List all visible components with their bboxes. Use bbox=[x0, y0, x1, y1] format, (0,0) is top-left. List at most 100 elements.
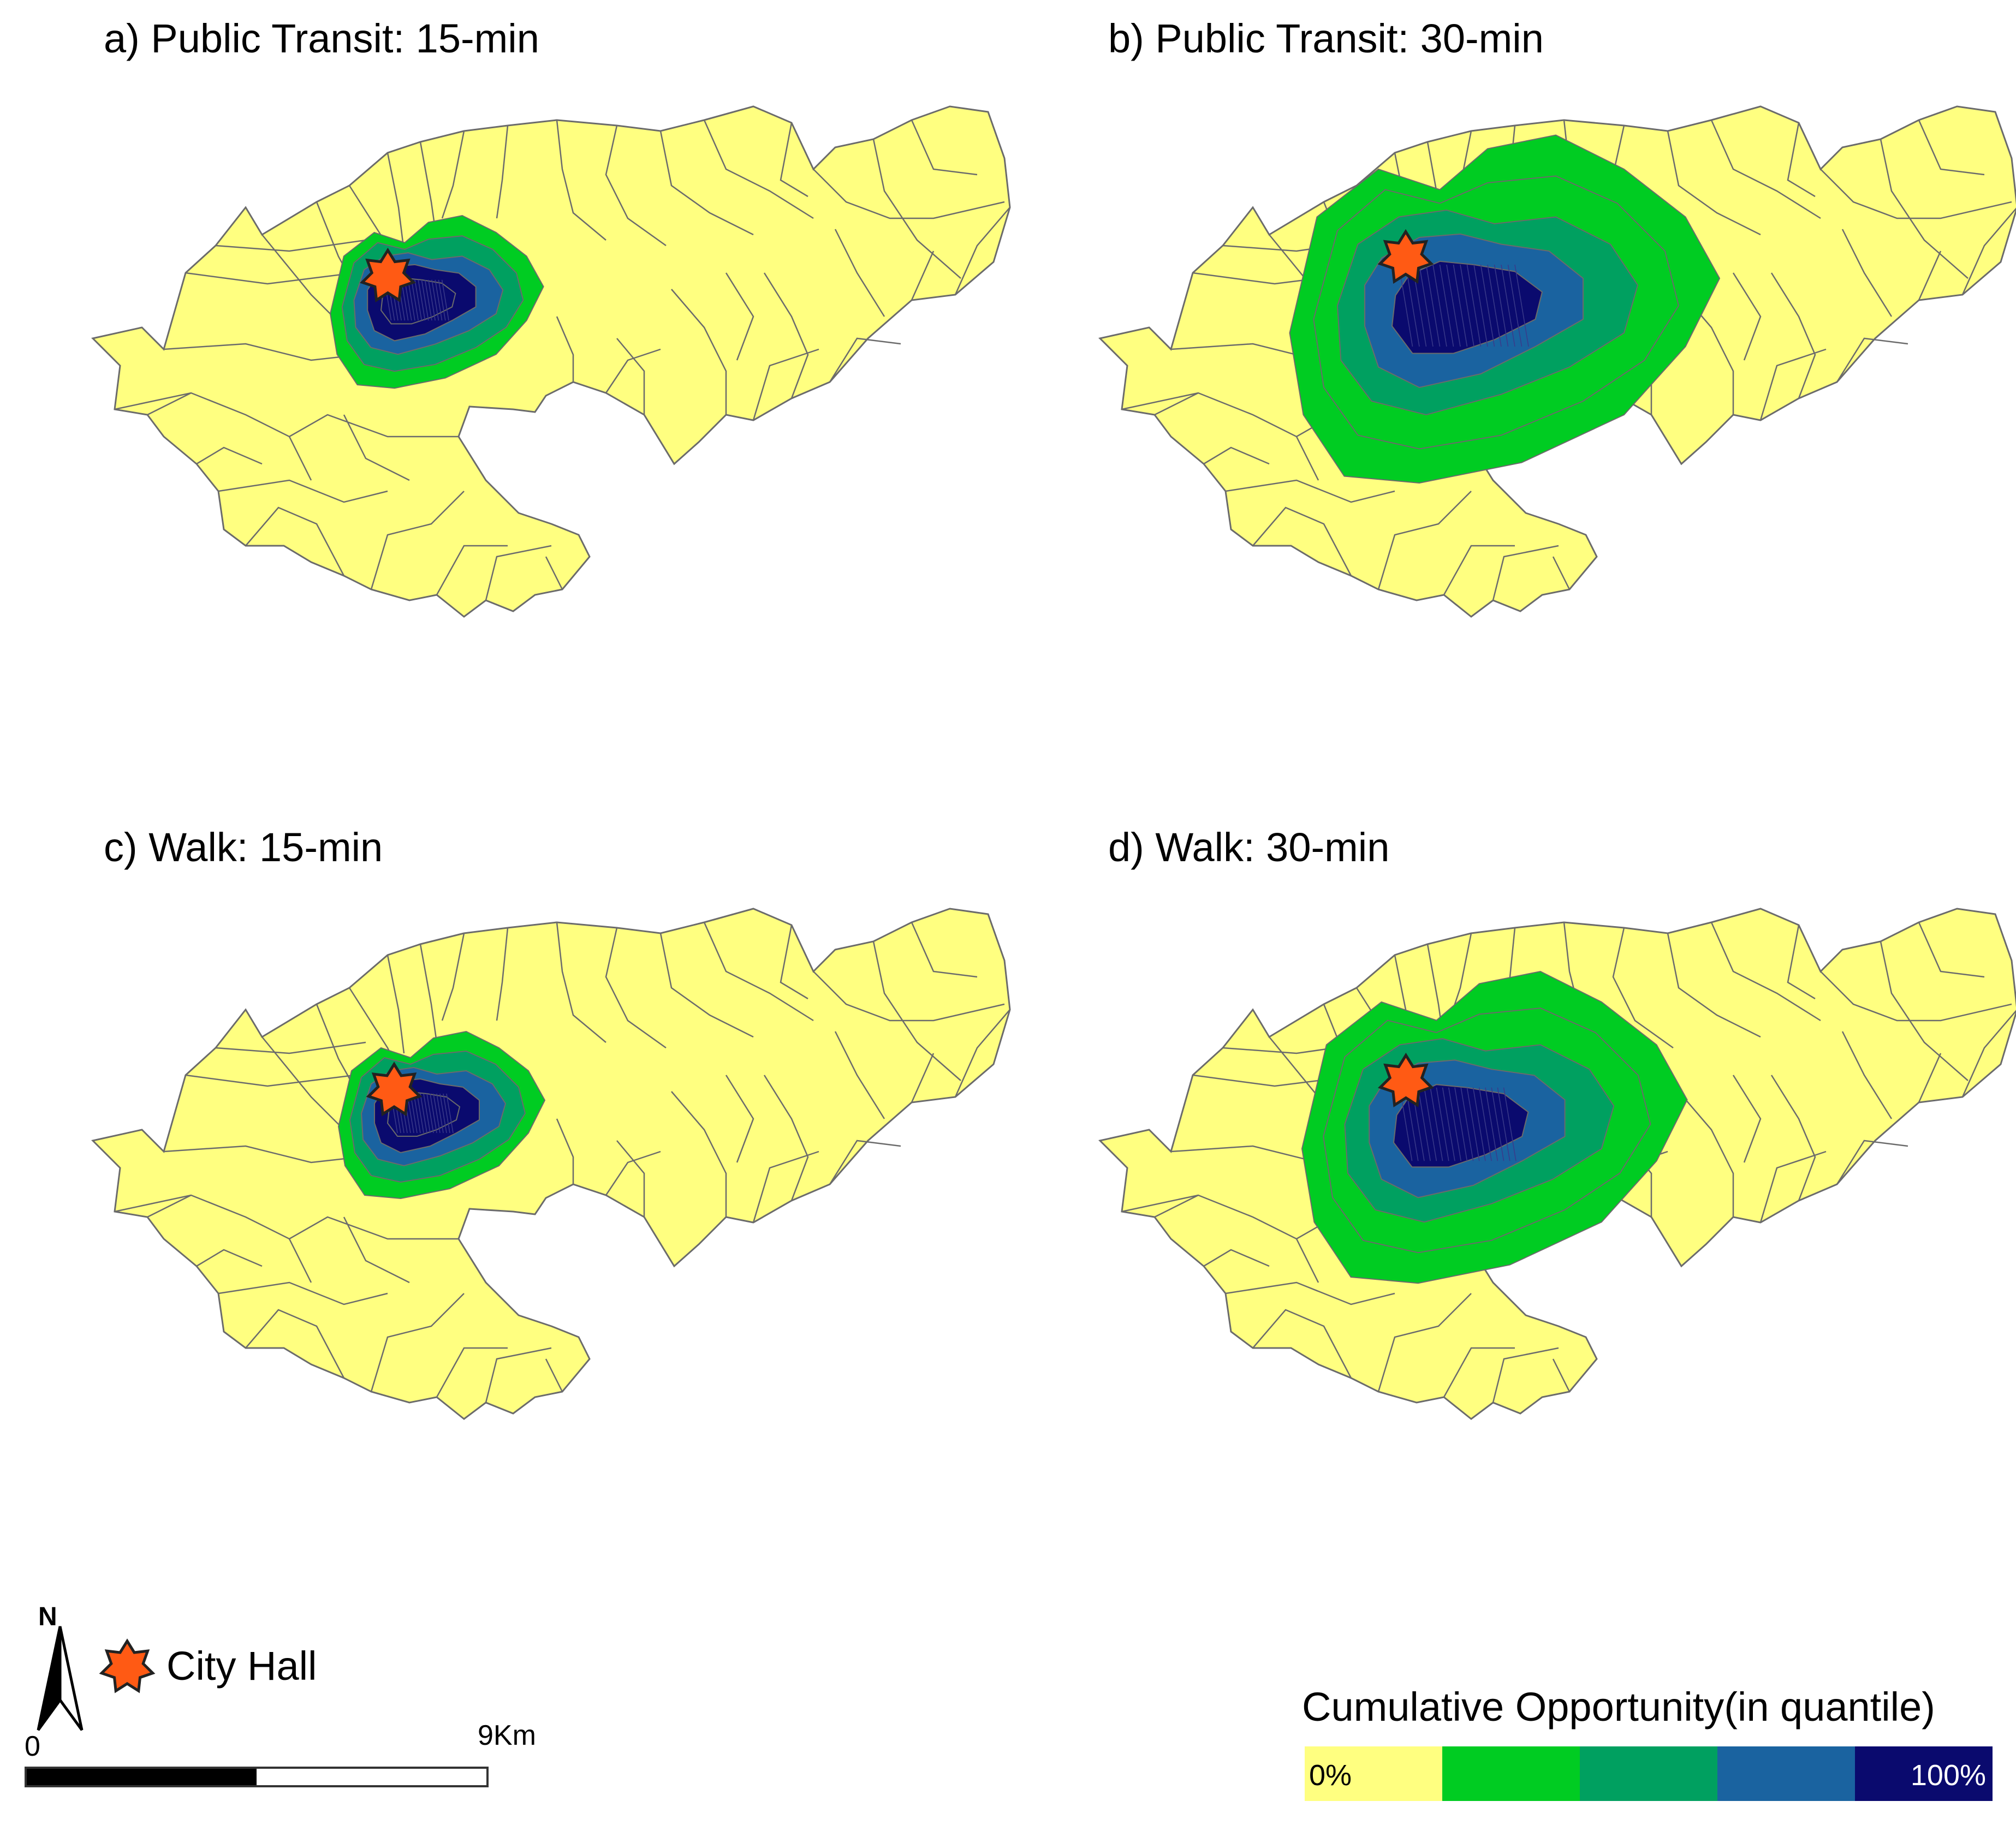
scale-bar-white-segment bbox=[257, 1769, 486, 1785]
zone-boundary bbox=[813, 169, 1005, 219]
zone-boundary bbox=[441, 933, 465, 1021]
zone-boundary bbox=[1710, 120, 1821, 219]
zone-boundary bbox=[1918, 922, 1985, 978]
city-hall-label: City Hall bbox=[166, 1643, 317, 1689]
zone-boundary bbox=[1836, 1140, 1908, 1185]
panel-title-b: b) Public Transit: 30-min bbox=[1108, 16, 1544, 61]
zone-boundary bbox=[386, 152, 405, 252]
zone-boundary bbox=[1667, 130, 1761, 236]
zone-boundary bbox=[911, 251, 935, 301]
zone-boundary bbox=[1419, 264, 1434, 347]
zone-boundary bbox=[616, 338, 645, 415]
zone-boundary bbox=[1612, 927, 1674, 1049]
zone-boundary bbox=[418, 279, 426, 321]
zone-boundary bbox=[1710, 922, 1821, 1022]
zone-boundary bbox=[872, 941, 961, 1081]
zone-boundary bbox=[1443, 545, 1515, 595]
zone-boundary bbox=[1443, 1347, 1515, 1398]
zone-boundary bbox=[1425, 264, 1441, 347]
map-b bbox=[1098, 105, 2016, 618]
zone-boundary bbox=[1841, 229, 1893, 317]
zone-boundary bbox=[1460, 1087, 1474, 1161]
zone-boundary bbox=[659, 130, 754, 236]
zone-boundary bbox=[556, 120, 606, 241]
colorbar-swatch-3 bbox=[1580, 1746, 1717, 1801]
zone-boundary bbox=[1424, 1087, 1437, 1161]
zone-boundary bbox=[245, 1309, 345, 1379]
zone-boundary bbox=[446, 1093, 454, 1134]
zone-boundary bbox=[417, 1093, 424, 1134]
zone-boundary bbox=[1918, 1053, 1942, 1103]
panel-title-c: c) Walk: 15-min bbox=[104, 825, 383, 870]
zone-boundary bbox=[545, 556, 563, 590]
zone-boundary bbox=[1492, 1347, 1559, 1403]
zone-boundary bbox=[725, 272, 754, 361]
colorbar-swatch-5: 100% bbox=[1855, 1746, 1993, 1801]
zone-boundary bbox=[1439, 264, 1454, 347]
zone-boundary bbox=[780, 925, 808, 1000]
zone-boundary bbox=[147, 392, 192, 416]
zone-boundary bbox=[1759, 1150, 1827, 1223]
zone-boundary bbox=[485, 545, 552, 601]
zone-boundary bbox=[218, 479, 388, 503]
zone-boundary bbox=[1678, 1091, 1734, 1217]
zone-boundary bbox=[954, 207, 1010, 295]
zone-boundary bbox=[428, 279, 436, 321]
zone-boundary bbox=[218, 1281, 388, 1305]
zone-boundary bbox=[752, 1150, 819, 1223]
zone-boundary bbox=[616, 1140, 645, 1217]
zone-boundary bbox=[1491, 1087, 1504, 1161]
zone-boundary bbox=[436, 1347, 508, 1398]
zone-boundary bbox=[1203, 446, 1270, 465]
zone-boundary bbox=[1436, 1087, 1449, 1161]
zone-boundary bbox=[659, 933, 754, 1038]
zone-boundary bbox=[1770, 272, 1816, 399]
zone-boundary bbox=[1446, 264, 1461, 347]
zone-boundary bbox=[404, 279, 412, 321]
colorbar-low-label: 0% bbox=[1309, 1759, 1352, 1792]
zone-boundary bbox=[1453, 264, 1468, 347]
colorbar-title: Cumulative Opportunity(in quantile) bbox=[1302, 1684, 1935, 1729]
panel-title-a: a) Public Transit: 15-min bbox=[104, 16, 539, 61]
zone-boundary bbox=[370, 491, 465, 590]
zone-boundary bbox=[443, 1093, 450, 1134]
zone-boundary bbox=[1492, 545, 1559, 601]
zone-boundary bbox=[813, 971, 1005, 1022]
zone-boundary bbox=[343, 1216, 410, 1284]
zone-boundary bbox=[424, 279, 432, 321]
zone-boundary bbox=[1503, 1087, 1517, 1161]
zone-boundary bbox=[780, 122, 808, 198]
zone-boundary bbox=[1787, 122, 1816, 198]
zone-boundary bbox=[1836, 337, 1908, 383]
zone-boundary bbox=[703, 922, 814, 1022]
scale-bar-black-segment bbox=[27, 1769, 257, 1785]
zone-boundary bbox=[1466, 264, 1482, 347]
zone-boundary bbox=[1480, 264, 1495, 347]
zone-boundary bbox=[1507, 264, 1523, 347]
zone-boundary bbox=[1497, 1087, 1510, 1161]
zone-boundary bbox=[911, 1053, 935, 1103]
zone-boundary bbox=[411, 279, 419, 321]
zone-boundary bbox=[288, 436, 312, 481]
zone-boundary bbox=[1918, 120, 1985, 176]
zone-boundary bbox=[420, 1093, 427, 1134]
city-hall-star-icon bbox=[1377, 1052, 1434, 1108]
zone-boundary bbox=[433, 1093, 441, 1134]
zone-boundary bbox=[1252, 506, 1352, 576]
zone-boundary bbox=[1841, 1031, 1893, 1119]
zone-boundary bbox=[1479, 1087, 1492, 1161]
zone-boundary bbox=[436, 1093, 444, 1134]
zone-boundary bbox=[1961, 1010, 2016, 1098]
zone-boundary bbox=[1732, 1075, 1762, 1163]
zone-boundary bbox=[1485, 1087, 1498, 1161]
zone-boundary bbox=[496, 927, 509, 1021]
colorbar-swatch-1: 0% bbox=[1305, 1746, 1442, 1801]
zone-boundary bbox=[1377, 491, 1472, 590]
zone-boundary bbox=[1295, 436, 1319, 481]
north-label: N bbox=[38, 1602, 57, 1631]
map-c bbox=[91, 908, 1011, 1420]
colorbar-swatch-4 bbox=[1717, 1746, 1855, 1801]
zone-boundary bbox=[1759, 348, 1827, 421]
zone-boundary bbox=[911, 120, 978, 176]
zone-boundary bbox=[438, 279, 446, 321]
